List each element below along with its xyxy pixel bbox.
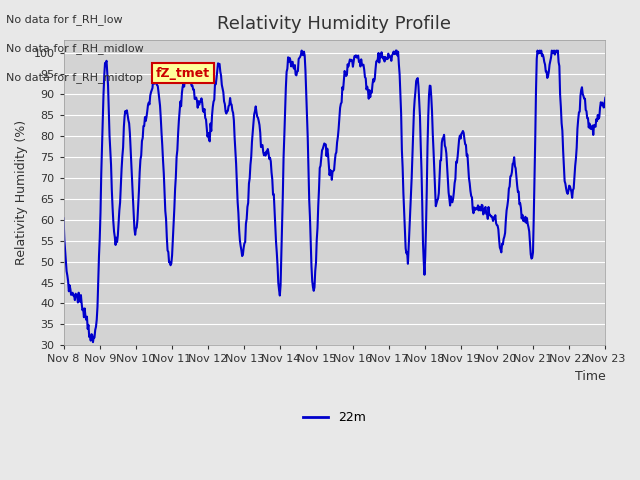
Title: Relativity Humidity Profile: Relativity Humidity Profile (218, 15, 451, 33)
Legend: 22m: 22m (298, 407, 371, 430)
Text: No data for f_RH_midtop: No data for f_RH_midtop (6, 72, 143, 83)
Text: No data for f_RH_midlow: No data for f_RH_midlow (6, 43, 144, 54)
Text: fZ_tmet: fZ_tmet (156, 67, 210, 80)
Y-axis label: Relativity Humidity (%): Relativity Humidity (%) (15, 120, 28, 265)
Text: No data for f_RH_low: No data for f_RH_low (6, 14, 123, 25)
X-axis label: Time: Time (575, 370, 605, 383)
